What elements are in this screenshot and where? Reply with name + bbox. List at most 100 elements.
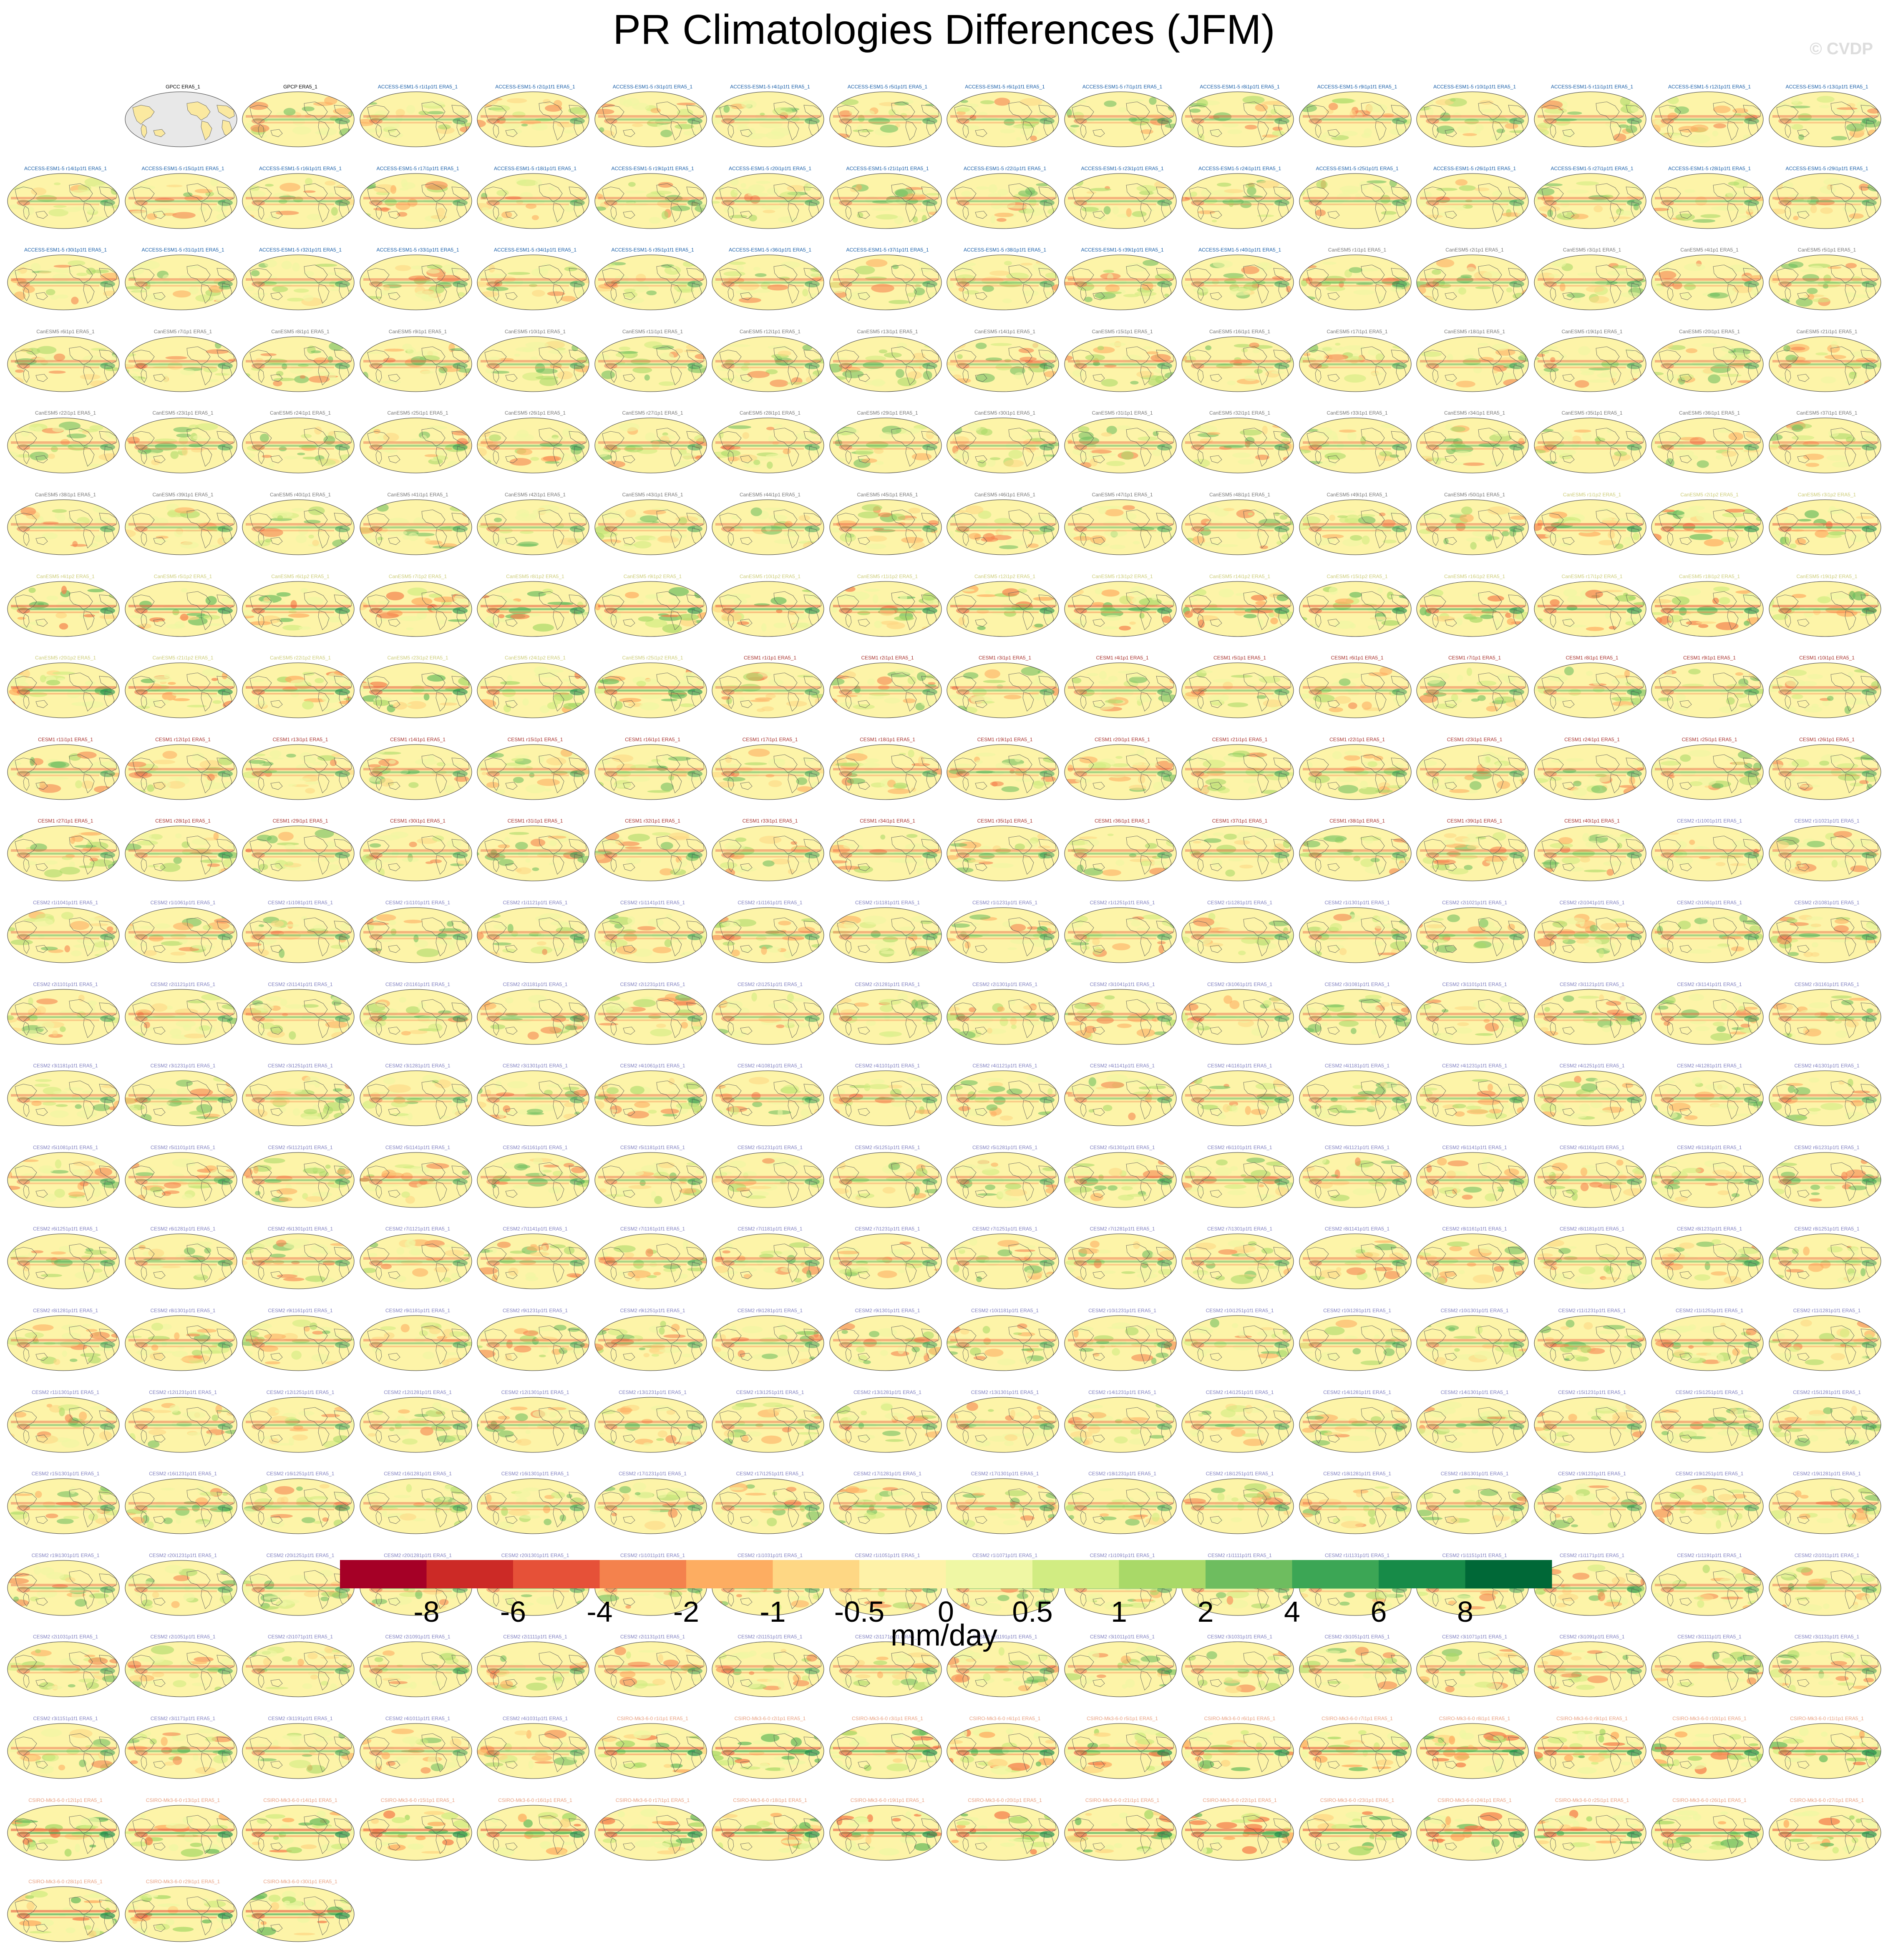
map-panel: CSIRO-Mk3-6-0 r18i1p1 ERA5_1 [711, 1797, 829, 1879]
map-panel: CSIRO-Mk3-6-0 r8i1p1 ERA5_1 [1416, 1715, 1533, 1797]
map-ellipse [124, 1804, 238, 1861]
map-panel: CSIRO-Mk3-6-0 r2i1p1 ERA5_1 [711, 1715, 829, 1797]
panel-title: CSIRO-Mk3-6-0 r5i1p1 ERA5_1 [1055, 1715, 1190, 1722]
map-panel: CSIRO-Mk3-6-0 r25i1p1 ERA5_1 [1533, 1797, 1651, 1879]
map-panel: CSIRO-Mk3-6-0 r27i1p1 ERA5_1 [1768, 1797, 1886, 1879]
map-ellipse [124, 1886, 238, 1942]
map-panel: CSIRO-Mk3-6-0 r20i1p1 ERA5_1 [946, 1797, 1064, 1879]
map-panel: CSIRO-Mk3-6-0 r4i1p1 ERA5_1 [946, 1715, 1064, 1797]
colorbar-swatch [427, 1560, 514, 1588]
map-ellipse [359, 1723, 473, 1779]
map-panel: CSIRO-Mk3-6-0 r16i1p1 ERA5_1 [476, 1797, 594, 1879]
map-panel: CSIRO-Mk3-6-0 r17i1p1 ERA5_1 [594, 1797, 712, 1879]
map-ellipse [1651, 1723, 1764, 1779]
map-panel: CSIRO-Mk3-6-0 r13i1p1 ERA5_1 [124, 1797, 242, 1879]
colorbar-swatch [859, 1560, 946, 1588]
panel-title: CSIRO-Mk3-6-0 r4i1p1 ERA5_1 [938, 1715, 1072, 1722]
colorbar-swatch [1206, 1560, 1292, 1588]
colorbar-swatch [513, 1560, 600, 1588]
map-ellipse [1416, 1723, 1529, 1779]
map-panel: CSIRO-Mk3-6-0 r15i1p1 ERA5_1 [359, 1797, 477, 1879]
map-panel: CSIRO-Mk3-6-0 r7i1p1 ERA5_1 [1299, 1715, 1416, 1797]
map-panel: CSIRO-Mk3-6-0 r28i1p1 ERA5_1 [7, 1878, 124, 1960]
map-panel: CSIRO-Mk3-6-0 r3i1p1 ERA5_1 [829, 1715, 947, 1797]
panel-title: CSIRO-Mk3-6-0 r7i1p1 ERA5_1 [1290, 1715, 1425, 1722]
map-panel: CSIRO-Mk3-6-0 r10i1p1 ERA5_1 [1651, 1715, 1768, 1797]
panel-title: CSIRO-Mk3-6-0 r14i1p1 ERA5_1 [233, 1797, 368, 1804]
panel-title: CSIRO-Mk3-6-0 r20i1p1 ERA5_1 [938, 1797, 1072, 1804]
panel-title: CESM2 r4i1031p1f1 ERA5_1 [468, 1715, 602, 1722]
map-ellipse [476, 1804, 590, 1861]
map-ellipse [7, 1886, 120, 1942]
map-ellipse [1064, 1804, 1177, 1861]
map-ellipse [1064, 1723, 1177, 1779]
map-ellipse [7, 1804, 120, 1861]
panel-title: CSIRO-Mk3-6-0 r25i1p1 ERA5_1 [1525, 1797, 1659, 1804]
colorbar-swatch [1119, 1560, 1206, 1588]
map-panel: CESM2 r3i1171p1f1 ERA5_1 [124, 1715, 242, 1797]
panel-title: CSIRO-Mk3-6-0 r10i1p1 ERA5_1 [1642, 1715, 1777, 1722]
map-ellipse [946, 1723, 1060, 1779]
map-panel: CSIRO-Mk3-6-0 r21i1p1 ERA5_1 [1064, 1797, 1181, 1879]
map-ellipse [1768, 1723, 1882, 1779]
map-panel: CESM2 r4i1031p1f1 ERA5_1 [476, 1715, 594, 1797]
map-ellipse [594, 1804, 707, 1861]
panel-title: CSIRO-Mk3-6-0 r2i1p1 ERA5_1 [703, 1715, 837, 1722]
panel-title: CSIRO-Mk3-6-0 r30i1p1 ERA5_1 [233, 1878, 368, 1885]
map-panel: CSIRO-Mk3-6-0 r23i1p1 ERA5_1 [1299, 1797, 1416, 1879]
map-panel: CSIRO-Mk3-6-0 r11i1p1 ERA5_1 [1768, 1715, 1886, 1797]
panel-title: CSIRO-Mk3-6-0 r29i1p1 ERA5_1 [116, 1878, 250, 1885]
map-ellipse [1416, 1804, 1529, 1861]
map-ellipse [1533, 1723, 1647, 1779]
colorbar-swatch [1379, 1560, 1465, 1588]
panel-title: CSIRO-Mk3-6-0 r27i1p1 ERA5_1 [1760, 1797, 1888, 1804]
panel-title: CSIRO-Mk3-6-0 r19i1p1 ERA5_1 [821, 1797, 955, 1804]
map-ellipse [7, 1723, 120, 1779]
map-ellipse [1768, 1804, 1882, 1861]
panel-title: CESM2 r3i1191p1f1 ERA5_1 [233, 1715, 368, 1722]
panel-title: CSIRO-Mk3-6-0 r26i1p1 ERA5_1 [1642, 1797, 1777, 1804]
panel-title: CSIRO-Mk3-6-0 r3i1p1 ERA5_1 [821, 1715, 955, 1722]
map-panel: CSIRO-Mk3-6-0 r22i1p1 ERA5_1 [1181, 1797, 1299, 1879]
panel-title: CSIRO-Mk3-6-0 r23i1p1 ERA5_1 [1290, 1797, 1425, 1804]
map-ellipse [946, 1804, 1060, 1861]
map-ellipse [1533, 1804, 1647, 1861]
map-ellipse [1181, 1804, 1294, 1861]
colorbar-swatch [946, 1560, 1033, 1588]
map-ellipse [594, 1723, 707, 1779]
map-ellipse [1181, 1723, 1294, 1779]
map-panel: CSIRO-Mk3-6-0 r9i1p1 ERA5_1 [1533, 1715, 1651, 1797]
colorbar-swatch [773, 1560, 860, 1588]
map-ellipse [1299, 1723, 1412, 1779]
panel-title: CSIRO-Mk3-6-0 r24i1p1 ERA5_1 [1407, 1797, 1542, 1804]
panel-title: CSIRO-Mk3-6-0 r21i1p1 ERA5_1 [1055, 1797, 1190, 1804]
panel-title: CESM2 r4i1011p1f1 ERA5_1 [351, 1715, 485, 1722]
panel-title: CSIRO-Mk3-6-0 r1i1p1 ERA5_1 [586, 1715, 720, 1722]
map-panel: CESM2 r4i1011p1f1 ERA5_1 [359, 1715, 477, 1797]
map-panel: CSIRO-Mk3-6-0 r5i1p1 ERA5_1 [1064, 1715, 1181, 1797]
map-panel: CSIRO-Mk3-6-0 r6i1p1 ERA5_1 [1181, 1715, 1299, 1797]
colorbar-swatch [686, 1560, 773, 1588]
map-panel: CSIRO-Mk3-6-0 r12i1p1 ERA5_1 [7, 1797, 124, 1879]
map-ellipse [124, 1723, 238, 1779]
map-ellipse [711, 1804, 825, 1861]
map-panel: CESM2 r3i1151p1f1 ERA5_1 [7, 1715, 124, 1797]
map-panel: CSIRO-Mk3-6-0 r29i1p1 ERA5_1 [124, 1878, 242, 1960]
map-ellipse [1299, 1804, 1412, 1861]
panel-title: CESM2 r3i1151p1f1 ERA5_1 [0, 1715, 133, 1722]
colorbar-swatch [1032, 1560, 1119, 1588]
map-panel: CSIRO-Mk3-6-0 r14i1p1 ERA5_1 [242, 1797, 359, 1879]
map-ellipse [711, 1723, 825, 1779]
panel-title: CSIRO-Mk3-6-0 r17i1p1 ERA5_1 [586, 1797, 720, 1804]
panel-title: CSIRO-Mk3-6-0 r9i1p1 ERA5_1 [1525, 1715, 1659, 1722]
colorbar-swatch [1465, 1560, 1552, 1588]
panel-title: CSIRO-Mk3-6-0 r13i1p1 ERA5_1 [116, 1797, 250, 1804]
panel-title: CESM2 r3i1171p1f1 ERA5_1 [116, 1715, 250, 1722]
panel-title: CSIRO-Mk3-6-0 r16i1p1 ERA5_1 [468, 1797, 602, 1804]
map-ellipse [359, 1804, 473, 1861]
panel-title: CSIRO-Mk3-6-0 r28i1p1 ERA5_1 [0, 1878, 133, 1885]
colorbar-swatch [600, 1560, 687, 1588]
map-ellipse [242, 1723, 355, 1779]
colorbar-swatch [340, 1560, 427, 1588]
